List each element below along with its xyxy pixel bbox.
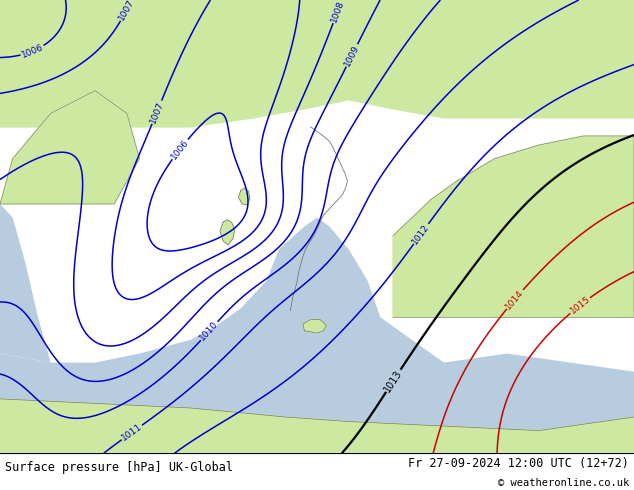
Polygon shape xyxy=(220,220,235,245)
Polygon shape xyxy=(0,0,634,127)
Text: 1007: 1007 xyxy=(117,0,136,22)
Text: 1014: 1014 xyxy=(504,288,526,311)
Text: 1006: 1006 xyxy=(20,43,45,60)
Text: 1013: 1013 xyxy=(382,368,404,394)
Text: 1006: 1006 xyxy=(169,137,191,161)
Text: 1010: 1010 xyxy=(198,319,220,343)
Text: Surface pressure [hPa] UK-Global: Surface pressure [hPa] UK-Global xyxy=(5,462,233,474)
Text: 1012: 1012 xyxy=(411,222,432,246)
Polygon shape xyxy=(0,91,139,204)
Polygon shape xyxy=(303,319,327,333)
Text: © weatheronline.co.uk: © weatheronline.co.uk xyxy=(498,478,629,489)
Polygon shape xyxy=(0,399,634,453)
Text: 1011: 1011 xyxy=(120,422,144,443)
Text: 1007: 1007 xyxy=(148,100,165,124)
Text: 1015: 1015 xyxy=(568,294,592,316)
Polygon shape xyxy=(393,136,634,318)
Text: 1008: 1008 xyxy=(329,0,346,24)
Text: Fr 27-09-2024 12:00 UTC (12+72): Fr 27-09-2024 12:00 UTC (12+72) xyxy=(408,457,629,470)
Polygon shape xyxy=(238,188,250,205)
Text: 1009: 1009 xyxy=(343,43,361,68)
